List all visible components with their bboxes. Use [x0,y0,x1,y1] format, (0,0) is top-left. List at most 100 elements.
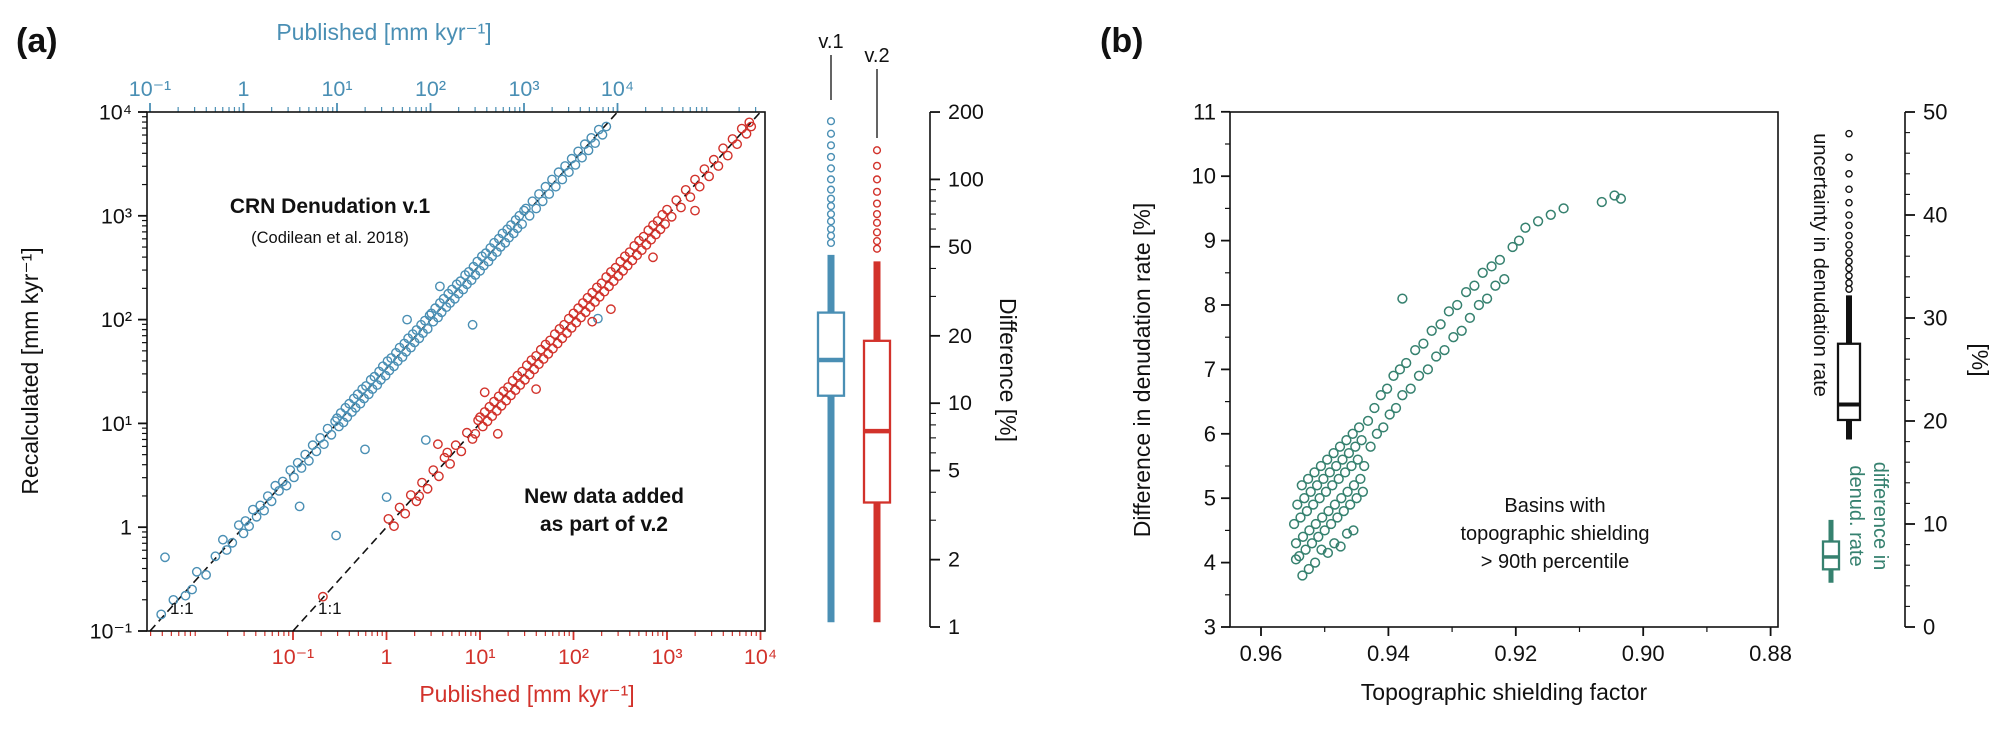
data-point [456,446,467,457]
data-point [1317,512,1328,523]
data-point [741,128,752,139]
data-point [1314,493,1325,504]
data-point [722,150,733,161]
data-point [487,411,498,421]
outlier-point [872,244,882,253]
data-point [566,153,577,164]
data-point [1323,505,1334,517]
data-point [552,338,563,349]
tick-label: 50 [1923,100,1947,125]
b-annotation-line1: Basins with [1504,495,1605,517]
data-point [1336,493,1347,504]
data-point [608,276,619,287]
b-box-black-label: uncertainty in denudation rate [1809,133,1831,397]
data-point [1297,570,1308,581]
data-point [1305,486,1316,497]
outlier-point [1845,169,1853,178]
data-point [1343,447,1355,459]
tick-label: 10³ [101,204,132,228]
outlier-point [826,117,836,126]
outlier-point [872,209,882,219]
a-annotation-v2-line2: as part of v.2 [540,513,668,536]
data-point [618,265,628,276]
box-iqr [1836,342,1862,422]
tick-label: 10² [415,77,446,101]
data-point [704,171,714,182]
data-point [187,584,198,595]
data-point [428,465,439,475]
a-annotation-v1-citation: (Codilean et al. 2018) [251,229,409,247]
data-point [1558,203,1569,214]
data-point [477,421,488,432]
data-point [1348,525,1359,536]
data-point [417,477,427,488]
data-point [537,196,548,207]
data-point [259,505,269,516]
b-box-teal-label-line2: denud. rate [1845,465,1867,566]
data-point [1329,499,1341,510]
data-point [168,595,179,605]
data-point [1304,525,1315,536]
data-point [529,364,540,375]
data-point [1435,319,1446,330]
data-point [524,210,535,221]
outlier-point [872,187,882,196]
data-point [517,219,527,230]
data-point [1499,274,1510,285]
panel-a-scatter-points [156,117,757,620]
data-point [1338,505,1349,517]
data-point [318,439,329,450]
outlier-point [872,218,882,227]
data-point [1335,541,1346,552]
data-point [577,152,587,163]
data-point [1490,280,1501,291]
data-point [641,239,652,250]
data-point [442,447,453,458]
data-point [1615,193,1627,204]
data-point [1359,460,1370,472]
tick-label: 1 [381,645,393,669]
data-point [1356,435,1367,446]
data-point [1381,383,1393,394]
data-point [1456,325,1467,336]
tick-label: 100 [948,167,984,191]
data-point [479,387,490,398]
plot-frame [146,111,766,632]
tick-label: 40 [1923,203,1947,228]
outlier-point [826,175,836,184]
data-point [570,159,581,170]
data-point [1331,460,1342,472]
tick-label: 10⁴ [601,77,634,101]
tick-label: 10⁻¹ [129,77,171,101]
outlier-point [872,237,882,246]
data-point [580,307,591,318]
data-point [1316,544,1327,555]
outlier-point [872,228,882,237]
data-point [432,439,443,450]
data-point [217,534,228,545]
data-point [1290,554,1302,565]
a-box-v2-label: v.2 [864,45,889,67]
a-difference-axis-title: Difference [%] [995,298,1021,442]
data-point [496,400,507,411]
data-point [322,423,333,434]
outlier-point [1845,249,1853,257]
data-point [1426,325,1437,336]
data-point [1609,190,1620,201]
b-percent-axis-title: [%] [1967,343,1993,376]
data-point [694,181,705,192]
tick-label: 1 [120,516,132,540]
data-point [562,328,572,338]
outlier-point [1845,257,1853,266]
outlier-point [826,224,836,234]
tick-label: 1 [948,615,960,639]
data-point [680,184,691,195]
outlier-point [1845,198,1853,207]
data-point [708,154,719,165]
outlier-point [872,146,882,155]
tick-label: 5 [1204,486,1216,511]
data-point [389,521,399,532]
data-point [1494,254,1506,266]
data-point [1325,518,1337,530]
